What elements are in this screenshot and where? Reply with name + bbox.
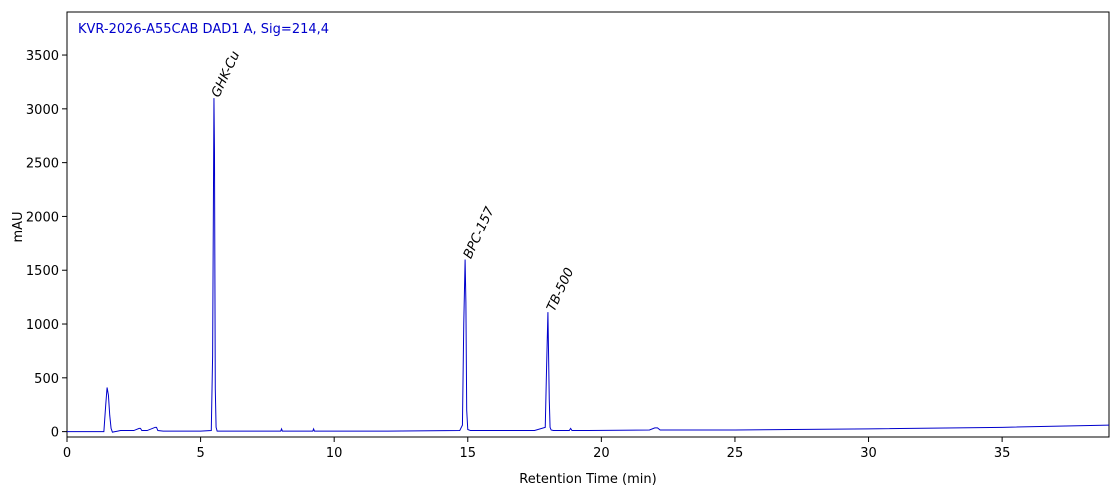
x-tick-label: 30: [860, 446, 877, 461]
x-tick-label: 5: [196, 446, 204, 461]
y-axis-title: mAU: [11, 211, 26, 242]
y-axis: 0 500 1000 1500 2000 2500 3000 3500: [26, 49, 67, 441]
x-axis-title: Retention Time (min): [519, 472, 656, 487]
y-tick-label: 2000: [26, 210, 59, 225]
y-tick-label: 2500: [26, 157, 59, 172]
chromatogram-trace: [67, 98, 1109, 433]
x-tick-label: 10: [326, 446, 343, 461]
x-tick-label: 25: [727, 446, 744, 461]
y-tick-label: 3000: [26, 103, 59, 118]
x-axis: 0 5 10 15 20 25 30 35: [63, 437, 1011, 461]
x-tick-label: 20: [593, 446, 610, 461]
y-tick-label: 3500: [26, 49, 59, 64]
y-tick-label: 0: [51, 426, 59, 441]
y-tick-label: 500: [34, 372, 59, 387]
chart-title: KVR-2026-A55CAB DAD1 A, Sig=214,4: [78, 22, 329, 37]
plot-frame: [66, 11, 1110, 438]
x-tick-label: 15: [459, 446, 476, 461]
x-tick-label: 35: [994, 446, 1011, 461]
y-tick-label: 1000: [26, 318, 59, 333]
y-tick-label: 1500: [26, 264, 59, 279]
x-tick-label: 0: [63, 446, 71, 461]
